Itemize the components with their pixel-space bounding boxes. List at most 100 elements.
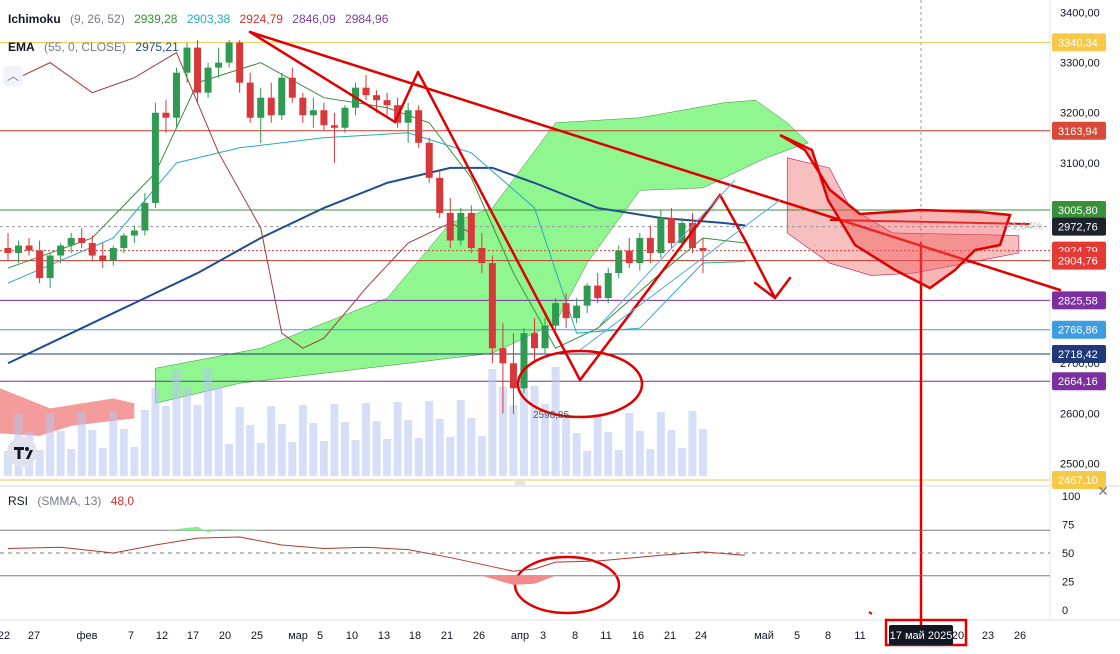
channel-line (579, 199, 781, 351)
low-price-marker: 2598,85 → (533, 410, 582, 421)
candle-body (499, 348, 507, 364)
price-axis-tick: 2500,00 (1060, 458, 1100, 470)
volume-bar (677, 448, 686, 476)
time-axis-label: 22 (0, 630, 10, 642)
price-axis-label-bg (1052, 121, 1106, 140)
close-icon[interactable]: ✕ (1097, 483, 1109, 499)
time-axis-label: 12 (156, 630, 168, 642)
circle-drawing-low[interactable] (516, 349, 644, 419)
volume-bar (646, 449, 655, 476)
candle-body (404, 110, 412, 123)
volume-bar (130, 447, 139, 476)
candle-body (636, 237, 644, 264)
candle-body (509, 363, 517, 389)
volume-bar (267, 406, 276, 476)
price-axis-label: 2825,58 (1058, 295, 1098, 307)
candle-body (67, 237, 75, 246)
time-axis-label: 25 (251, 630, 263, 642)
volume-bar (625, 413, 634, 476)
ichimoku-legend[interactable]: Ichimoku (9, 26, 52) 2939,28 2903,38 292… (8, 12, 394, 26)
volume-bar (309, 423, 318, 476)
ema-params: (55, 0, CLOSE) (44, 40, 127, 54)
price-axis-label: 2924,79 (1058, 246, 1098, 258)
candle-body (520, 333, 528, 389)
volume-bar (109, 411, 118, 476)
trendline-drawing[interactable] (753, 281, 777, 300)
trendline-drawing[interactable] (743, 238, 777, 300)
ichimoku-tenkan-line (7, 62, 746, 349)
volume-bar (35, 450, 44, 476)
volume-bar (67, 449, 76, 476)
volume-bar (98, 448, 107, 476)
time-axis-label: 26 (473, 630, 485, 642)
price-axis-label-bg (1052, 291, 1106, 310)
price-axis-label: 2904,76 (1058, 256, 1098, 268)
price-axis-tick: 3100,00 (1060, 158, 1100, 170)
candle-body (36, 250, 44, 279)
candle-body (257, 97, 265, 118)
trendline-drawing[interactable] (718, 193, 747, 242)
ichimoku-value-2: 2903,38 (186, 12, 231, 26)
volume-bar (277, 424, 286, 476)
ichimoku-value-5: 2984,96 (345, 12, 389, 26)
trendline-drawing[interactable] (248, 30, 1062, 292)
volume-bar (614, 450, 623, 476)
volume-bar (498, 387, 507, 476)
volume-bar (698, 429, 707, 476)
ichimoku-name: Ichimoku (8, 12, 61, 26)
volume-bar (383, 439, 392, 476)
trendline-drawing[interactable] (416, 70, 582, 382)
candle-body (531, 333, 538, 349)
candle-body (373, 95, 381, 101)
trendline-drawing[interactable] (829, 219, 1031, 225)
candle-body (15, 245, 23, 254)
volume-bar (256, 443, 265, 476)
price-axis-label-bg (1052, 201, 1106, 220)
volume-bar (488, 369, 497, 476)
volume-bar (362, 403, 371, 476)
candle-body (246, 82, 254, 118)
ema-legend[interactable]: EMA (55, 0, CLOSE) 2975,21 (8, 40, 185, 54)
circle-drawing-rsi[interactable] (513, 555, 621, 615)
candle-body (562, 303, 570, 319)
rsi-overbought-fill (165, 526, 261, 533)
highlighted-zone-drawing[interactable] (779, 133, 1012, 290)
trendline-drawing[interactable] (393, 70, 420, 124)
rsi-axis-tick: 25 (1062, 577, 1074, 589)
candle-body (162, 112, 170, 118)
volume-bar (477, 436, 486, 476)
price-axis-tick: 3300,00 (1060, 58, 1100, 70)
pane-resize-handle[interactable] (515, 481, 525, 486)
time-axis-label: 27 (28, 630, 40, 642)
candle-body (215, 62, 223, 68)
volume-bar (56, 431, 65, 476)
volume-bar (541, 404, 550, 476)
ichimoku-cloud-future-bearish (786, 157, 1020, 276)
rsi-legend[interactable]: RSI (SMMA, 13) 48,0 (8, 494, 140, 508)
candle-body (46, 255, 54, 279)
candle-body (678, 222, 686, 243)
trendline-drawing[interactable] (773, 276, 792, 300)
volume-bar (393, 402, 402, 476)
candle-body (541, 325, 549, 349)
date-highlight-bg (889, 625, 953, 645)
ichimoku-chikou-line (7, 51, 472, 349)
dot-drawing (868, 611, 873, 615)
time-axis-label: 3 (540, 630, 546, 642)
volume-bar (46, 413, 55, 476)
volume-bar (435, 419, 444, 476)
rsi-params: (SMMA, 13) (37, 494, 102, 508)
volume-bar (77, 412, 86, 476)
trendline-drawing[interactable] (578, 193, 722, 382)
price-axis-label-bg (1052, 345, 1106, 364)
volume-bar (635, 431, 644, 476)
trendline-drawing[interactable] (248, 30, 397, 124)
volume-bar (456, 400, 465, 476)
chevron-up-icon[interactable]: ︿ (3, 66, 23, 86)
time-axis-label: 11 (854, 630, 865, 642)
candle-body (299, 97, 307, 116)
volume-bar (140, 410, 149, 476)
candle-body (667, 217, 675, 243)
